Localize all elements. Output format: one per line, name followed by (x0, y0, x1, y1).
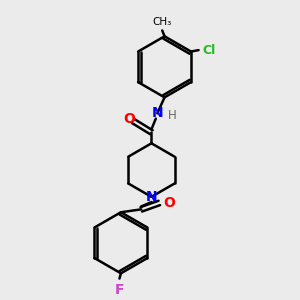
Text: CH₃: CH₃ (153, 17, 172, 27)
Text: F: F (115, 283, 124, 297)
Text: O: O (163, 196, 175, 210)
Text: H: H (168, 109, 177, 122)
Text: Cl: Cl (202, 44, 215, 57)
Text: N: N (152, 106, 163, 120)
Text: O: O (124, 112, 136, 126)
Text: N: N (146, 190, 157, 204)
